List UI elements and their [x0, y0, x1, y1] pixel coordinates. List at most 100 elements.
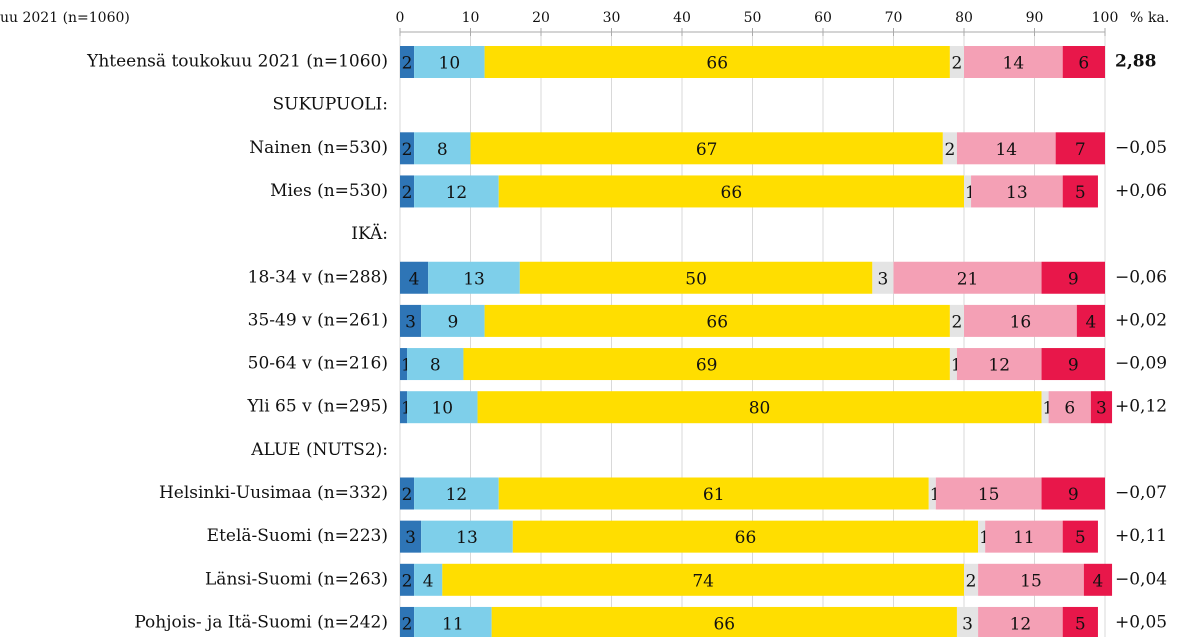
bar-segment	[978, 606, 1063, 637]
bar-segment	[971, 175, 1063, 208]
value-label: 2	[402, 183, 413, 203]
value-label: 1	[401, 356, 412, 376]
value-label: 9	[1068, 356, 1079, 376]
bar-segment	[491, 606, 957, 637]
bar-segment	[498, 477, 929, 510]
bar-segment	[400, 175, 415, 208]
bar-segment	[978, 563, 1084, 596]
x-tick-label: 90	[1026, 10, 1044, 26]
value-label: 15	[978, 485, 1000, 505]
value-label: 3	[878, 269, 889, 289]
x-tick-label: 80	[955, 10, 973, 26]
bar-segment	[1062, 520, 1098, 553]
bar-segment	[400, 46, 415, 78]
bar-segment	[1041, 261, 1105, 294]
value-label: 66	[735, 528, 757, 548]
value-label: 66	[706, 54, 728, 74]
value-label: 11	[1013, 528, 1035, 548]
bar-segment	[935, 477, 1042, 510]
value-label: 4	[1093, 571, 1104, 591]
bar-segment	[1062, 175, 1098, 208]
chart-title: uu 2021 (n=1060)	[0, 10, 130, 26]
value-label: 6	[1064, 399, 1075, 419]
value-label: 1	[979, 528, 990, 548]
bar-segment	[964, 304, 1077, 337]
bar-segment	[1076, 304, 1105, 337]
value-label: 13	[463, 269, 485, 289]
average-label: +0,05	[1115, 612, 1167, 632]
value-label: 13	[456, 528, 478, 548]
value-label: 3	[405, 528, 416, 548]
bar-segment	[400, 348, 408, 381]
bar-segment	[964, 175, 972, 208]
bar-segment	[978, 520, 986, 553]
bar-segment	[484, 304, 950, 337]
bar-segment	[1048, 391, 1091, 424]
bar-segment	[414, 477, 499, 510]
bar-segment	[1062, 606, 1098, 637]
x-tick-label: 20	[532, 10, 550, 26]
value-label: 2	[402, 485, 413, 505]
bar-segment	[1041, 477, 1105, 510]
value-label: 2	[944, 140, 955, 160]
bar-segment	[400, 132, 415, 165]
value-label: 3	[405, 312, 416, 332]
value-label: 16	[1010, 312, 1032, 332]
bar-segment	[407, 348, 464, 381]
average-label: −0,06	[1115, 267, 1167, 287]
value-label: 15	[1020, 571, 1042, 591]
category-label: Yhteensä toukokuu 2021 (n=1060)	[86, 52, 388, 72]
bar-segment	[400, 477, 415, 510]
category-label: Pohjois- ja Itä-Suomi (n=242)	[134, 612, 388, 632]
value-label: 1	[965, 183, 976, 203]
average-label: +0,12	[1115, 397, 1167, 417]
value-label: 2	[952, 312, 963, 332]
value-label: 67	[696, 140, 718, 160]
category-label: 35-49 v (n=261)	[248, 310, 388, 330]
average-label: +0,11	[1115, 526, 1167, 546]
x-tick-label: 100	[1092, 10, 1119, 26]
value-label: 7	[1075, 140, 1086, 160]
bar-segment	[498, 175, 964, 208]
bar-segment	[956, 606, 979, 637]
value-label: 9	[1068, 269, 1079, 289]
value-label: 10	[439, 54, 461, 74]
category-label: IKÄ:	[351, 223, 388, 244]
value-label: 21	[957, 269, 979, 289]
bar-segment	[484, 46, 950, 78]
average-label: −0,04	[1115, 569, 1167, 589]
bar-segment	[400, 391, 408, 424]
bar-segment	[400, 563, 415, 596]
bar-segment	[964, 46, 1063, 78]
bar-segment	[942, 132, 957, 165]
value-label: 11	[442, 614, 464, 634]
value-label: 1	[401, 399, 412, 419]
value-label: 66	[713, 614, 735, 634]
value-label: 5	[1075, 183, 1086, 203]
bar-segment	[519, 261, 873, 294]
value-label: 5	[1075, 528, 1086, 548]
x-tick-label: 10	[462, 10, 480, 26]
value-label: 14	[995, 140, 1017, 160]
bar-segment	[949, 348, 957, 381]
value-label: 80	[749, 399, 771, 419]
value-label: 5	[1075, 614, 1086, 634]
value-label: 2	[966, 571, 977, 591]
x-tick-label: 0	[396, 10, 405, 26]
value-label: 9	[447, 312, 458, 332]
category-label: SUKUPUOLI:	[272, 95, 388, 115]
category-label: 18-34 v (n=288)	[248, 267, 388, 287]
value-label: 2	[402, 571, 413, 591]
bar-segment	[414, 46, 485, 78]
category-label: ALUE (NUTS2):	[250, 440, 388, 460]
value-label: 50	[685, 269, 707, 289]
average-label: −0,05	[1115, 138, 1167, 158]
bar-segment	[928, 477, 936, 510]
bar-segment	[956, 348, 1042, 381]
unit-label: %	[1130, 10, 1143, 26]
average-label: +0,06	[1115, 181, 1167, 201]
bar-segment	[949, 304, 964, 337]
average-label: −0,09	[1115, 354, 1167, 374]
bar-segment	[421, 520, 513, 553]
